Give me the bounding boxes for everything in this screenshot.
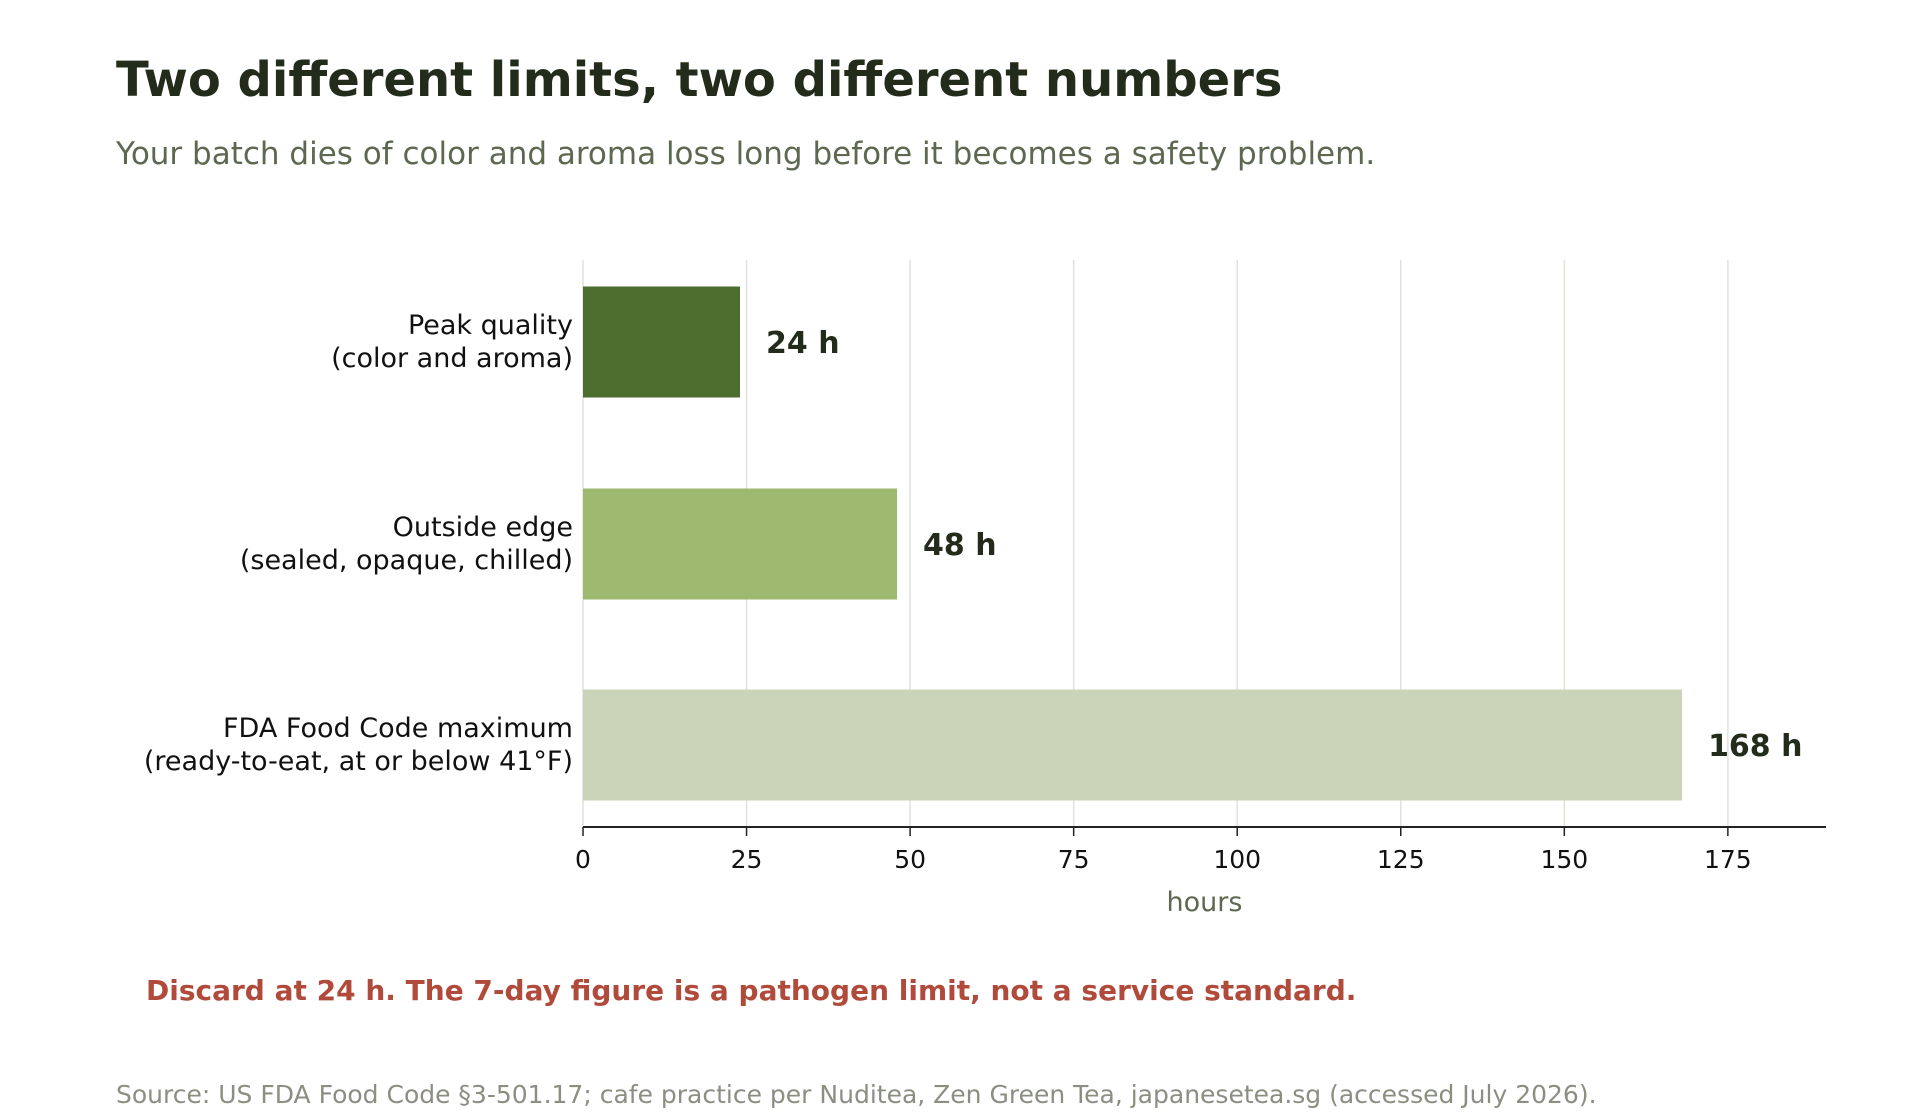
x-axis: 0 25 50 75 100 125 150 175 hours — [575, 826, 1826, 918]
category-label-0-line-1: (color and aroma) — [331, 343, 573, 374]
category-label-0-line-0: Peak quality — [408, 310, 573, 341]
bar-0 — [583, 286, 741, 398]
chart-title: Two different limits, two different numb… — [116, 52, 1283, 108]
x-tick-label-2: 50 — [894, 845, 926, 874]
x-tick-label-4: 100 — [1213, 845, 1261, 874]
bar-2 — [583, 689, 1683, 801]
x-tick-label-3: 75 — [1058, 845, 1090, 874]
category-label-1-line-1: (sealed, opaque, chilled) — [240, 545, 573, 576]
bar-1 — [583, 488, 898, 600]
value-label-0: 24 h — [766, 326, 840, 361]
callout-note: Discard at 24 h. The 7-day figure is a p… — [146, 974, 1357, 1007]
value-label-1: 48 h — [923, 528, 997, 563]
value-labels: 24 h 48 h 168 h — [766, 326, 1803, 764]
x-tick-label-6: 150 — [1540, 845, 1588, 874]
category-labels: Peak quality(color and aroma) Outside edg… — [144, 310, 573, 777]
chart-subtitle: Your batch dies of color and aroma loss … — [116, 136, 1376, 172]
bars — [583, 286, 1683, 801]
x-tick-label-7: 175 — [1704, 845, 1752, 874]
x-tick-label-5: 125 — [1377, 845, 1425, 874]
x-axis-label: hours — [1167, 887, 1243, 918]
source-note: Source: US FDA Food Code §3-501.17; cafe… — [116, 1080, 1597, 1109]
x-tick-label-1: 25 — [731, 845, 763, 874]
category-label-2-line-0: FDA Food Code maximum — [223, 713, 573, 744]
x-tick-label-0: 0 — [575, 845, 591, 874]
category-label-1-line-0: Outside edge — [393, 512, 573, 543]
category-label-2-line-1: (ready-to-eat, at or below 41°F) — [144, 746, 573, 777]
value-label-2: 168 h — [1708, 729, 1802, 764]
